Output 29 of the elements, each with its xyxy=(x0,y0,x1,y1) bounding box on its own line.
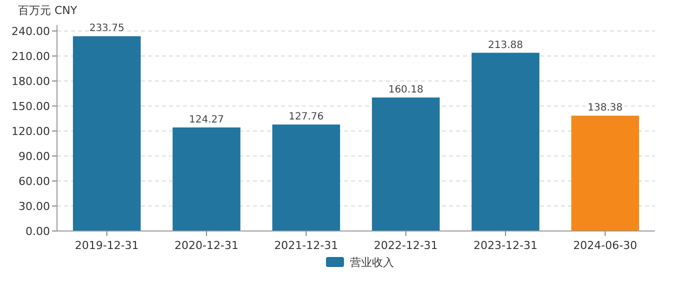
bar xyxy=(272,124,340,231)
y-tick-label: 180.00 xyxy=(12,75,50,88)
y-axis-title: 百万元 CNY xyxy=(18,4,78,17)
bar xyxy=(571,116,640,231)
y-tick-label: 30.00 xyxy=(18,200,50,213)
data-label: 127.76 xyxy=(288,112,324,123)
y-tick-label: 90.00 xyxy=(18,150,50,163)
x-tick-label: 2024-06-30 xyxy=(573,239,638,252)
y-tick-label: 60.00 xyxy=(18,175,50,188)
data-label: 138.38 xyxy=(588,102,623,114)
x-tick-label: 2019-12-31 xyxy=(74,239,139,252)
y-tick-label: 120.00 xyxy=(12,125,50,138)
bar xyxy=(372,98,440,231)
y-tick-label: 240.00 xyxy=(12,25,50,38)
x-tick-label: 2021-12-31 xyxy=(274,239,338,252)
data-label: 233.75 xyxy=(89,23,124,34)
y-tick-label: 210.00 xyxy=(12,50,50,63)
data-label: 124.27 xyxy=(189,114,224,126)
y-tick-label: 0.00 xyxy=(26,225,50,238)
legend-label: 营业收入 xyxy=(350,256,394,269)
bar xyxy=(72,36,141,231)
data-label: 213.88 xyxy=(488,40,523,51)
data-label: 160.18 xyxy=(388,84,424,96)
x-tick-label: 2022-12-31 xyxy=(374,239,438,252)
bar xyxy=(172,127,240,231)
y-tick-label: 150.00 xyxy=(12,100,50,113)
x-tick-label: 2020-12-31 xyxy=(174,239,238,252)
x-tick-label: 2023-12-31 xyxy=(474,239,538,252)
bar xyxy=(472,52,540,231)
